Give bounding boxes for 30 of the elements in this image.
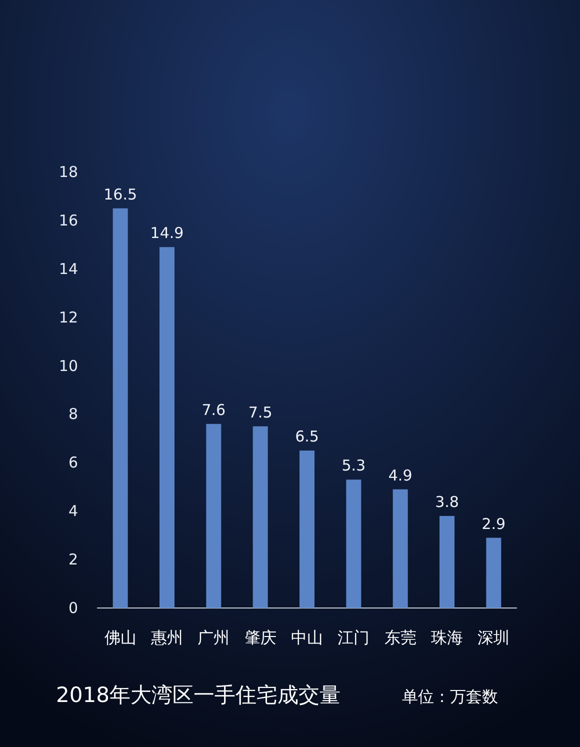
- y-tick-label: 8: [68, 405, 78, 424]
- data-label: 7.6: [202, 400, 226, 419]
- data-label: 6.5: [295, 428, 319, 446]
- x-tick-label: 惠州: [150, 628, 183, 647]
- y-tick-label: 12: [58, 308, 78, 326]
- y-tick-label: 2: [68, 550, 78, 569]
- data-label: 7.5: [248, 403, 272, 422]
- x-tick-label: 肇庆: [244, 628, 276, 647]
- data-label: 16.5: [104, 185, 138, 204]
- x-tick-label: 江门: [338, 628, 370, 647]
- x-tick-label: 中山: [291, 628, 323, 647]
- x-tick-label: 东莞: [384, 628, 416, 647]
- x-tick-label: 佛山: [104, 628, 136, 647]
- data-label: 2.9: [482, 514, 506, 533]
- x-tick-label: 广州: [198, 628, 230, 647]
- data-label: 14.9: [150, 224, 184, 242]
- x-tick-label: 珠海: [431, 628, 463, 647]
- y-tick-label: 6: [68, 454, 78, 472]
- y-tick-label: 16: [58, 211, 78, 230]
- y-tick-label: 18: [58, 163, 78, 181]
- y-tick-label: 0: [68, 599, 78, 617]
- text: 2018年大湾区一手住宅成交量: [56, 683, 340, 707]
- text: 单位：万套数: [402, 687, 498, 706]
- y-tick-label: 14: [58, 260, 78, 278]
- y-tick-label: 4: [68, 502, 78, 520]
- y-tick-label: 10: [58, 356, 78, 375]
- x-tick-label: 深圳: [478, 628, 510, 647]
- data-label: 5.3: [342, 456, 366, 475]
- data-label: 4.9: [388, 466, 412, 484]
- data-label: 3.8: [435, 492, 459, 511]
